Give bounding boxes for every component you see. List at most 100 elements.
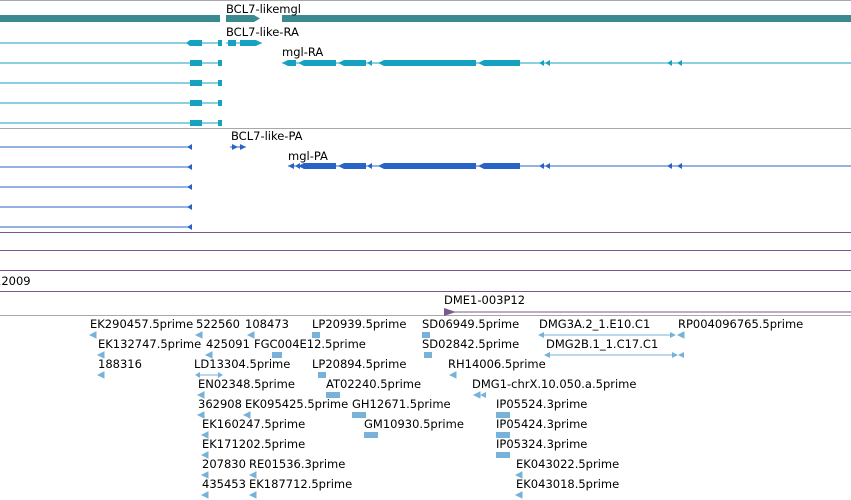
- gene-feature-left[interactable]: [0, 15, 220, 22]
- track-divider: [0, 128, 851, 129]
- est-feature[interactable]: [272, 352, 282, 358]
- est-label: EK043022.5prime: [516, 457, 620, 471]
- est-feature[interactable]: [422, 332, 430, 338]
- est-label: LP20939.5prime: [312, 317, 407, 331]
- est-label: 207830: [202, 457, 246, 471]
- transcript-row[interactable]: [0, 40, 222, 46]
- est-label: EK187712.5prime: [249, 477, 353, 491]
- protein-label-bcl7-like-pa: BCL7-like-PA: [231, 129, 303, 143]
- transcript-mgl-ra[interactable]: [282, 60, 851, 66]
- est-feature[interactable]: [544, 352, 684, 358]
- transcript-row[interactable]: [0, 80, 222, 86]
- est-label: AT02240.5prime: [326, 377, 422, 391]
- protein-row[interactable]: [0, 144, 192, 150]
- est-label: IP05324.3prime: [496, 437, 588, 451]
- est-track: [88, 331, 685, 499]
- track-divider: [0, 270, 851, 271]
- est-label: EK132747.5prime: [98, 337, 202, 351]
- est-feature[interactable]: [514, 471, 523, 479]
- clone-track: [444, 308, 851, 316]
- est-feature[interactable]: [200, 431, 209, 439]
- transcript-row[interactable]: [0, 100, 222, 106]
- est-feature[interactable]: [448, 371, 457, 379]
- est-feature[interactable]: [248, 491, 257, 499]
- transcript-row[interactable]: [0, 60, 222, 66]
- est-label: EK095425.5prime: [245, 397, 349, 411]
- est-feature[interactable]: [246, 331, 255, 339]
- est-label: 362908: [198, 397, 242, 411]
- est-label: EK171202.5prime: [202, 437, 306, 451]
- est-label: GM10930.5prime: [364, 417, 464, 431]
- clone-label: DME1-003P12: [444, 293, 526, 307]
- est-feature[interactable]: [538, 332, 676, 338]
- est-feature[interactable]: [496, 432, 510, 438]
- transcript-label-mgl-ra: mgl-RA: [282, 45, 324, 59]
- est-feature[interactable]: [96, 351, 105, 359]
- est-feature[interactable]: [242, 411, 251, 419]
- est-label: EK290457.5prime: [90, 317, 194, 331]
- est-feature[interactable]: [200, 451, 209, 459]
- track-divider: [0, 0, 851, 1]
- gene-direction-arrow: [254, 15, 260, 22]
- est-label: EN02348.5prime: [198, 377, 295, 391]
- est-label: DMG3A.2_1.E10.C1: [539, 317, 651, 331]
- est-label: 188316: [98, 357, 142, 371]
- track-divider: [0, 250, 851, 251]
- est-label: RP004096765.5prime: [678, 317, 804, 331]
- est-feature[interactable]: [194, 331, 203, 339]
- est-feature[interactable]: [196, 411, 205, 419]
- est-label: DMG1-chrX.10.050.a.5prime: [472, 377, 637, 391]
- est-feature[interactable]: [248, 471, 257, 479]
- est-feature[interactable]: [364, 432, 378, 438]
- est-label: RH14006.5prime: [448, 357, 546, 371]
- est-feature[interactable]: [326, 392, 340, 398]
- est-feature[interactable]: [200, 471, 209, 479]
- est-feature[interactable]: [472, 391, 486, 399]
- est-label: 425091: [206, 337, 250, 351]
- protein-row[interactable]: [0, 224, 192, 230]
- protein-track: [0, 144, 851, 230]
- transcript-bcl7-like-ra[interactable]: [226, 40, 262, 46]
- est-label: LD13304.5prime: [194, 357, 291, 371]
- est-label: 522560: [196, 317, 240, 331]
- track-divider: [0, 315, 851, 316]
- est-feature[interactable]: [204, 351, 213, 359]
- est-label: RE01536.3prime: [249, 457, 346, 471]
- est-label: IP05524.3prime: [496, 397, 588, 411]
- est-label: GH12671.5prime: [352, 397, 451, 411]
- est-feature[interactable]: [676, 331, 685, 339]
- protein-mgl-pa[interactable]: [288, 163, 851, 169]
- gene-label: BCL7-likemgl: [226, 2, 302, 16]
- est-label: EK043018.5prime: [516, 477, 620, 491]
- est-feature[interactable]: [318, 372, 326, 378]
- protein-label-mgl-pa: mgl-PA: [288, 149, 328, 163]
- track-label-12009: 12009: [0, 274, 31, 288]
- est-feature[interactable]: [424, 352, 432, 358]
- est-feature[interactable]: [196, 391, 205, 399]
- est-feature[interactable]: [200, 491, 209, 499]
- est-feature[interactable]: [96, 371, 105, 379]
- est-label: LP20894.5prime: [312, 357, 407, 371]
- transcript-label-bcl7-like-ra: BCL7-like-RA: [226, 25, 299, 39]
- est-feature[interactable]: [88, 331, 97, 339]
- est-feature[interactable]: [312, 332, 320, 338]
- protein-bcl7-like-pa[interactable]: [230, 144, 246, 150]
- est-feature[interactable]: [352, 412, 366, 418]
- gene-feature-mgl[interactable]: [282, 15, 851, 22]
- gene-feature-bcl7-like[interactable]: [226, 15, 254, 22]
- protein-row[interactable]: [0, 204, 192, 210]
- est-label: DMG2B.1_1.C17.C1: [546, 337, 659, 351]
- track-divider: [0, 232, 851, 233]
- protein-row[interactable]: [0, 184, 192, 190]
- est-label: SD02842.5prime: [422, 337, 520, 351]
- est-feature[interactable]: [195, 372, 223, 378]
- clone-feature-dme1-003p12[interactable]: [444, 308, 456, 316]
- transcript-row[interactable]: [0, 120, 222, 126]
- est-feature[interactable]: [514, 491, 523, 499]
- mrna-track: [0, 40, 851, 126]
- protein-row[interactable]: [0, 164, 192, 170]
- est-label: 435453: [202, 477, 246, 491]
- est-feature[interactable]: [496, 452, 510, 458]
- est-feature[interactable]: [496, 412, 510, 418]
